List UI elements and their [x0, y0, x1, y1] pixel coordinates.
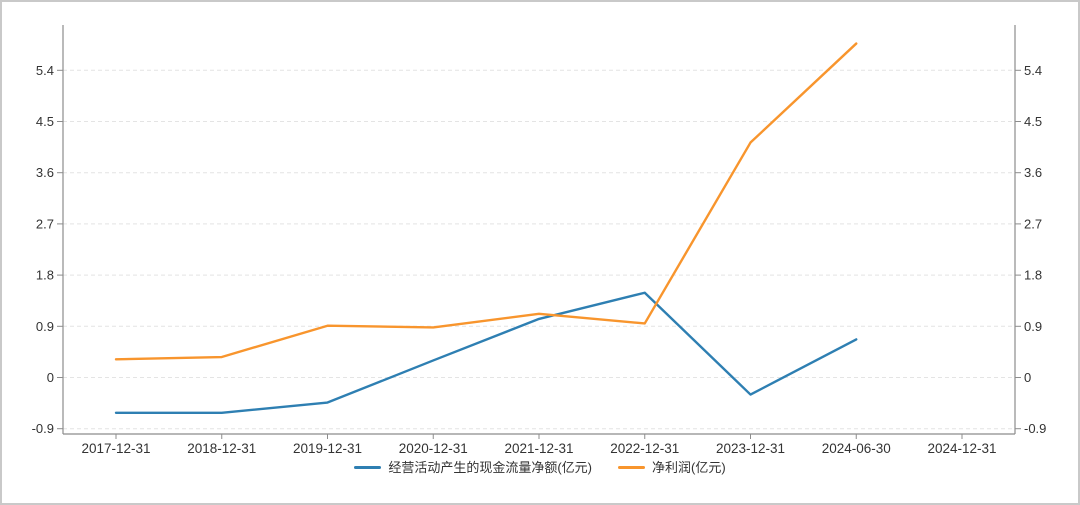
- legend-label-net-profit: 净利润(亿元): [652, 460, 726, 475]
- y-axis-right-label: 4.5: [1024, 114, 1042, 129]
- y-axis-right-label: 5.4: [1024, 63, 1042, 78]
- legend: 经营活动产生的现金流量净额(亿元) 净利润(亿元): [2, 461, 1078, 474]
- x-axis-label: 2020-12-31: [399, 441, 468, 456]
- x-axis-label: 2022-12-31: [610, 441, 679, 456]
- legend-label-operating-cashflow: 经营活动产生的现金流量净额(亿元): [388, 460, 592, 475]
- legend-item-operating-cashflow[interactable]: 经营活动产生的现金流量净额(亿元): [354, 461, 592, 474]
- y-axis-right-label: 3.6: [1024, 165, 1042, 180]
- y-axis-left-label: 1.8: [36, 268, 54, 283]
- y-axis-left-label: 0.9: [36, 319, 54, 334]
- x-axis-label: 2018-12-31: [187, 441, 256, 456]
- y-axis-right-label: 0: [1024, 370, 1031, 385]
- series-operating-cashflow-line: [114, 291, 858, 414]
- series-net-profit-line: [114, 42, 858, 361]
- y-axis-right-label: 0.9: [1024, 319, 1042, 334]
- legend-item-net-profit[interactable]: 净利润(亿元): [618, 461, 726, 474]
- y-axis-left-label: 0: [47, 370, 54, 385]
- x-axis-label: 2021-12-31: [504, 441, 573, 456]
- y-axis-left-label: -0.9: [32, 421, 54, 436]
- x-axis-label: 2017-12-31: [81, 441, 150, 456]
- y-axis-left-label: 4.5: [36, 114, 54, 129]
- x-axis-label: 2023-12-31: [716, 441, 785, 456]
- y-axis-right-label: 1.8: [1024, 268, 1042, 283]
- legend-swatch-net-profit: [618, 466, 645, 469]
- y-axis-right-label: 2.7: [1024, 216, 1042, 231]
- x-axis-label: 2024-12-31: [927, 441, 996, 456]
- x-axis-label: 2019-12-31: [293, 441, 362, 456]
- x-axis-label: 2024-06-30: [822, 441, 891, 456]
- y-axis-right-label: -0.9: [1024, 421, 1046, 436]
- y-axis-left-label: 2.7: [36, 216, 54, 231]
- y-axis-left-label: 5.4: [36, 63, 54, 78]
- legend-swatch-operating-cashflow: [354, 466, 382, 469]
- y-axis-left-label: 3.6: [36, 165, 54, 180]
